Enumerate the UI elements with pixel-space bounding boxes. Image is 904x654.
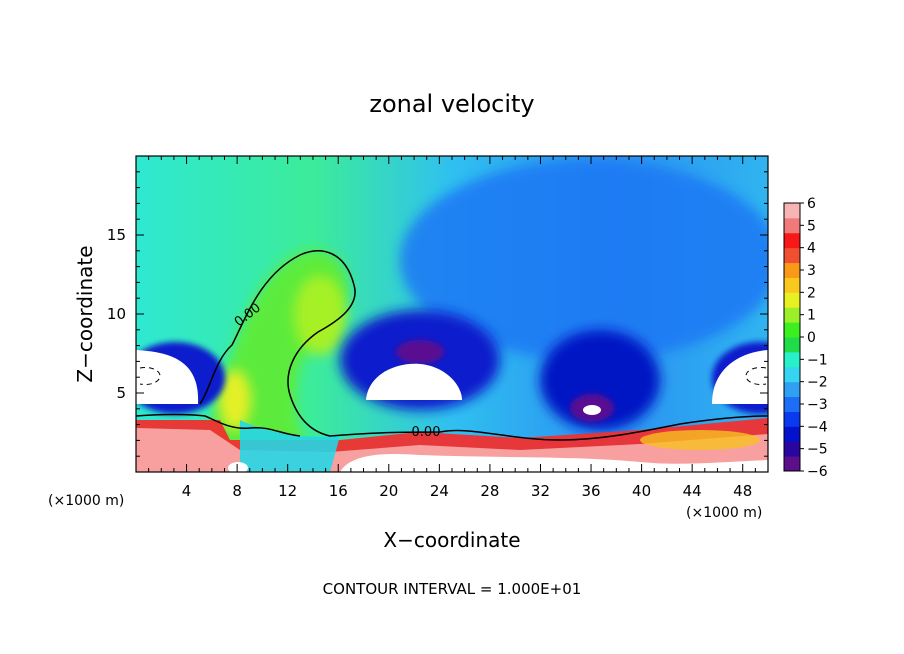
heatmap-region [219,370,251,430]
colorbar-swatch [784,396,800,412]
colorbar-swatch [784,292,800,308]
x-tick-label: 20 [379,482,398,500]
x-tick-label: 28 [480,482,499,500]
colorbar-swatch [784,411,800,427]
contour-label: 0.00 [412,425,441,440]
y-axis: 5 10 15 [107,171,768,457]
x-unit-right: (×1000 m) [686,505,762,521]
colorbar-tick-label: 4 [807,241,816,257]
x-tick-label: 40 [632,482,651,500]
x-tick-label: 36 [581,482,600,500]
colorbar-swatch [784,247,800,264]
x-unit-left: (×1000 m) [48,493,124,509]
colorbar-tick-label: 1 [807,308,816,324]
x-tick-label: 8 [232,482,242,500]
colorbar: 6 5 4 3 2 1 0 −1 −2 −3 −4 −5 −6 [783,196,828,480]
x-axis-label: X−coordinate [383,528,520,552]
contour-line [139,367,161,385]
contour-interval-note: CONTOUR INTERVAL = 1.000E+01 [323,580,582,598]
x-tick-label: 12 [278,482,297,500]
y-tick-label: 5 [116,384,126,402]
heatmap-region [583,405,601,415]
x-tick-label: 16 [329,482,348,500]
x-tick-label: 32 [531,482,550,500]
colorbar-swatch [784,277,800,293]
colorbar-swatch [784,232,800,249]
colorbar-tick-label: −3 [807,397,828,413]
heatmap-region [712,350,768,404]
y-tick-label: 10 [107,305,126,323]
heatmap-region [400,160,768,360]
x-tick-label: 48 [733,482,752,500]
colorbar-tick-label: −6 [807,464,828,480]
x-tick-label: 24 [430,482,449,500]
heatmap-field [136,156,768,472]
colorbar-tick-label: 2 [807,285,816,301]
contour-line [136,413,301,437]
x-axis: 4 8 12 16 20 24 28 32 36 40 44 48 [148,156,756,500]
colorbar-swatch [784,322,800,338]
colorbar-swatch [784,262,800,278]
colorbar-tick-label: −5 [807,442,828,458]
colorbar-tick-label: 3 [807,263,816,279]
y-axis-label: Z−coordinate [73,245,97,382]
contour-line [199,250,768,441]
colorbar-tick-label: 0 [807,330,816,346]
x-tick-label: 4 [182,482,192,500]
colorbar-swatch [784,337,800,353]
heatmap-region [294,275,346,355]
heatmap-region [228,462,248,472]
colorbar-swatch [784,456,800,472]
heatmap-region [396,340,444,364]
heatmap-region [366,363,462,400]
colorbar-tick-label: −2 [807,375,828,391]
colorbar-swatch [784,381,800,398]
heatmap-region [136,350,199,404]
colorbar-tick-label: −1 [807,352,828,368]
colorbar-swatch [784,366,800,383]
colorbar-swatch [784,307,800,323]
heatmap-region [340,453,768,472]
colorbar-tick-label: 6 [807,196,816,212]
colorbar-swatch [784,217,800,234]
colorbar-swatch [784,203,800,219]
heatmap-region [540,330,660,430]
y-tick-label: 15 [107,226,126,244]
colorbar-tick-label: 5 [807,218,816,234]
heatmap-region [640,430,760,450]
contour-line [745,367,767,385]
chart-title: zonal velocity [369,90,534,118]
colorbar-swatch [784,426,800,442]
colorbar-swatch [784,441,800,457]
x-tick-label: 44 [683,482,702,500]
heatmap-region [240,420,340,472]
colorbar-tick-label: −4 [807,419,828,435]
colorbar-swatch [784,351,800,368]
